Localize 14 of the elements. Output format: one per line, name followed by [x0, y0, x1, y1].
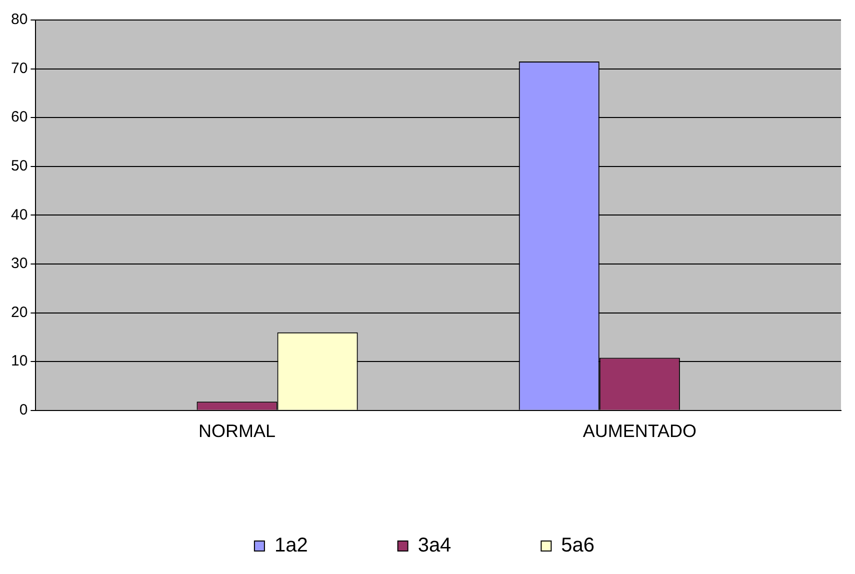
legend-label: 3a4 [418, 534, 452, 557]
y-tick-label: 60 [10, 108, 28, 126]
legend-label: 1a2 [274, 534, 308, 557]
x-tick-label: AUMENTADO [582, 421, 697, 442]
y-tick-label: 20 [10, 304, 28, 321]
y-tick-label: 80 [10, 11, 28, 28]
y-tick-label: 0 [19, 402, 28, 419]
legend-label: 5a6 [561, 534, 595, 557]
y-tick-label: 50 [10, 158, 28, 175]
y-tick-label: 40 [10, 206, 28, 224]
y-tick-label: 70 [10, 60, 28, 77]
x-tick-label: NORMAL [198, 421, 276, 442]
y-tick-label: 10 [10, 352, 28, 370]
y-tick-label: 30 [10, 255, 28, 272]
